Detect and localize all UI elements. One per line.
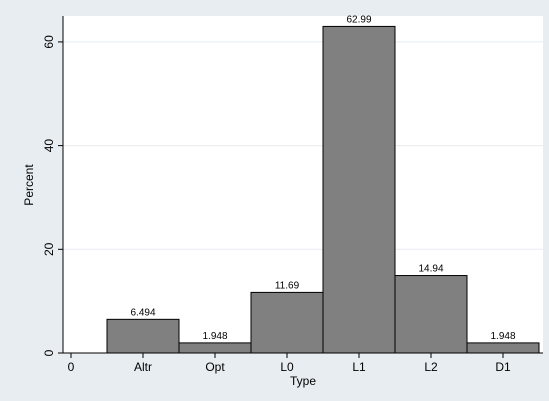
data-label-d1: 1.948 [490, 331, 515, 342]
data-label-l2: 14.94 [418, 264, 443, 275]
data-label-l0: 11.69 [275, 280, 300, 291]
x-tick-label-opt: Opt [205, 360, 225, 374]
x-tick-label-l1: L1 [352, 360, 366, 374]
bar-altr [106, 318, 180, 354]
bar-l2 [394, 275, 468, 354]
x-tick-label-l0: L0 [280, 360, 294, 374]
data-label-altr: 6.494 [130, 307, 155, 318]
y-axis-title: Percent [22, 164, 36, 206]
data-labels: 6.494 1.948 11.69 62.99 14.94 1.948 [130, 14, 515, 341]
bar-opt [178, 342, 252, 354]
x-axis-title: Type [290, 374, 316, 388]
y-axis: 0 20 40 60 [42, 16, 64, 356]
gridlines [63, 41, 543, 250]
bars [106, 25, 540, 354]
x-axis: Altr Opt L0 L1 L2 D1 0 [63, 352, 543, 374]
bar-l1 [322, 25, 396, 354]
y-tick-label: 20 [42, 242, 56, 256]
bar-l0 [250, 291, 324, 354]
y-tick-label: 0 [42, 349, 56, 356]
y-tick-label: 40 [42, 139, 56, 153]
y-tick-label: 60 [42, 35, 56, 49]
data-label-opt: 1.948 [202, 331, 227, 342]
x-tick-label-zero: 0 [68, 360, 75, 374]
x-tick-label-d1: D1 [495, 360, 511, 374]
x-tick-label-altr: Altr [134, 360, 152, 374]
x-tick-label-l2: L2 [424, 360, 438, 374]
data-label-l1: 62.99 [346, 14, 371, 25]
bar-d1 [466, 342, 540, 354]
